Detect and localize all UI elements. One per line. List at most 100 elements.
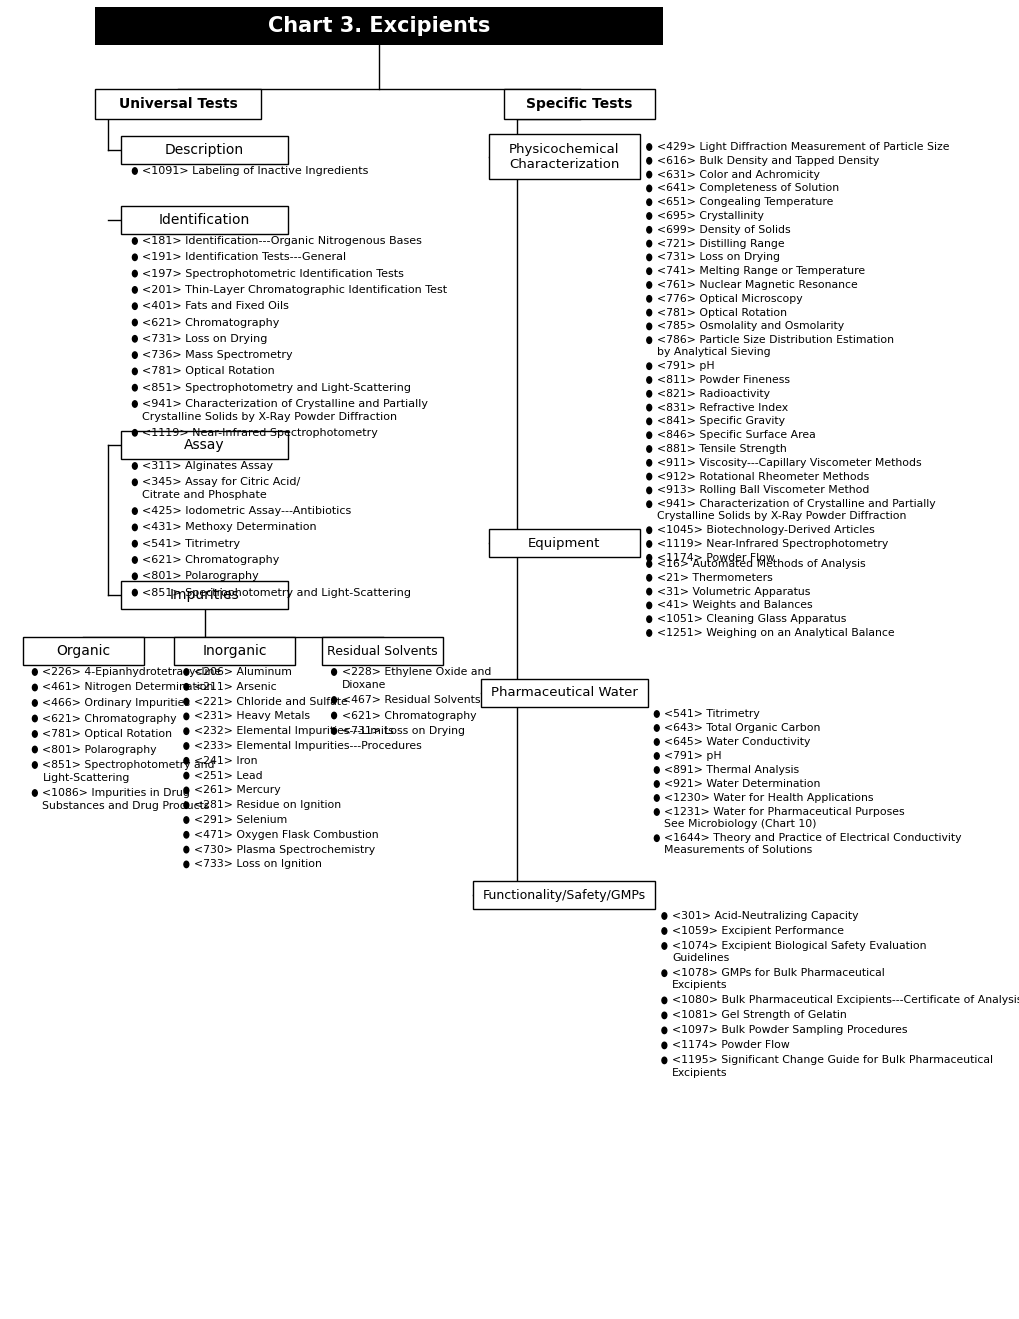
FancyBboxPatch shape — [22, 637, 144, 665]
Circle shape — [646, 390, 651, 397]
Circle shape — [661, 927, 666, 934]
Circle shape — [646, 541, 651, 547]
Circle shape — [654, 711, 658, 718]
Text: by Analytical Sieving: by Analytical Sieving — [656, 347, 769, 357]
Circle shape — [654, 835, 658, 842]
Circle shape — [33, 762, 38, 768]
Text: <912> Rotational Rheometer Methods: <912> Rotational Rheometer Methods — [656, 472, 868, 481]
Text: <621> Chromatography: <621> Chromatography — [143, 318, 279, 327]
Circle shape — [183, 683, 189, 690]
Circle shape — [132, 463, 138, 470]
Text: <1045> Biotechnology-Derived Articles: <1045> Biotechnology-Derived Articles — [656, 525, 873, 536]
Text: <695> Crystallinity: <695> Crystallinity — [656, 211, 763, 222]
Text: <1119> Near-Infrared Spectrophotometry: <1119> Near-Infrared Spectrophotometry — [656, 539, 888, 549]
Text: <221> Chloride and Sulfate: <221> Chloride and Sulfate — [194, 696, 347, 707]
Text: <1195> Significant Change Guide for Bulk Pharmaceutical: <1195> Significant Change Guide for Bulk… — [672, 1055, 991, 1066]
Text: <821> Radioactivity: <821> Radioactivity — [656, 389, 769, 398]
Text: <643> Total Organic Carbon: <643> Total Organic Carbon — [663, 723, 820, 733]
Text: <645> Water Conductivity: <645> Water Conductivity — [663, 737, 810, 747]
Text: <785> Osmolality and Osmolarity: <785> Osmolality and Osmolarity — [656, 322, 843, 331]
Text: <541> Titrimetry: <541> Titrimetry — [143, 538, 240, 549]
Text: <881> Tensile Strength: <881> Tensile Strength — [656, 445, 786, 454]
Circle shape — [661, 1058, 666, 1063]
Text: <228> Ethylene Oxide and: <228> Ethylene Oxide and — [341, 667, 490, 677]
Text: <791> pH: <791> pH — [656, 361, 713, 371]
Text: <41> Weights and Balances: <41> Weights and Balances — [656, 600, 811, 611]
Circle shape — [183, 669, 189, 675]
Text: <1078> GMPs for Bulk Pharmaceutical: <1078> GMPs for Bulk Pharmaceutical — [672, 968, 883, 979]
Text: <1086> Impurities in Drug: <1086> Impurities in Drug — [43, 787, 191, 798]
Text: <467> Residual Solvents: <467> Residual Solvents — [341, 695, 480, 704]
FancyBboxPatch shape — [322, 637, 442, 665]
Circle shape — [183, 714, 189, 720]
Text: <1174> Powder Flow: <1174> Powder Flow — [672, 1041, 789, 1050]
Text: Substances and Drug Products: Substances and Drug Products — [43, 801, 210, 810]
Text: <851> Spectrophotometry and: <851> Spectrophotometry and — [43, 760, 215, 770]
Text: <621> Chromatography: <621> Chromatography — [43, 714, 176, 724]
Circle shape — [183, 847, 189, 853]
Circle shape — [646, 310, 651, 315]
Text: <1119> Near-Infrared Spectrophotometry: <1119> Near-Infrared Spectrophotometry — [143, 427, 378, 438]
Circle shape — [654, 795, 658, 801]
Text: Chart 3. Excipients: Chart 3. Excipients — [267, 16, 489, 36]
Circle shape — [646, 629, 651, 636]
Circle shape — [646, 588, 651, 595]
Circle shape — [646, 199, 651, 206]
Circle shape — [331, 696, 336, 703]
Circle shape — [646, 212, 651, 219]
Text: <721> Distilling Range: <721> Distilling Range — [656, 239, 784, 248]
Circle shape — [646, 282, 651, 288]
Text: <21> Thermometers: <21> Thermometers — [656, 572, 771, 583]
Circle shape — [654, 753, 658, 760]
Text: Pharmaceutical Water: Pharmaceutical Water — [490, 686, 637, 699]
Text: Crystalline Solids by X-Ray Powder Diffraction: Crystalline Solids by X-Ray Powder Diffr… — [143, 412, 397, 422]
FancyBboxPatch shape — [481, 679, 647, 707]
Text: Functionality/Safety/GMPs: Functionality/Safety/GMPs — [482, 889, 645, 901]
Circle shape — [33, 700, 38, 706]
Circle shape — [33, 685, 38, 691]
Text: <941> Characterization of Crystalline and Partially: <941> Characterization of Crystalline an… — [143, 400, 428, 409]
Circle shape — [646, 603, 651, 608]
Text: <621> Chromatography: <621> Chromatography — [143, 555, 279, 565]
Circle shape — [132, 255, 138, 260]
Circle shape — [646, 528, 651, 533]
Circle shape — [646, 405, 651, 410]
Circle shape — [132, 303, 138, 310]
Text: Equipment: Equipment — [528, 537, 600, 550]
FancyBboxPatch shape — [488, 135, 640, 179]
Text: <781> Optical Rotation: <781> Optical Rotation — [143, 367, 275, 376]
Circle shape — [33, 747, 38, 753]
Circle shape — [646, 255, 651, 261]
Circle shape — [646, 268, 651, 274]
Text: <846> Specific Surface Area: <846> Specific Surface Area — [656, 430, 815, 441]
Text: <801> Polarography: <801> Polarography — [43, 744, 157, 754]
Circle shape — [132, 524, 138, 530]
Circle shape — [646, 561, 651, 567]
Text: <226> 4-Epianhydrotetracycline: <226> 4-Epianhydrotetracycline — [43, 667, 221, 677]
Circle shape — [132, 352, 138, 359]
Circle shape — [33, 731, 38, 737]
Circle shape — [646, 363, 651, 369]
Text: <31> Volumetric Apparatus: <31> Volumetric Apparatus — [656, 587, 809, 596]
Circle shape — [183, 728, 189, 735]
Text: <911> Viscosity---Capillary Viscometer Methods: <911> Viscosity---Capillary Viscometer M… — [656, 458, 920, 468]
FancyBboxPatch shape — [121, 431, 287, 459]
Text: <301> Acid-Neutralizing Capacity: <301> Acid-Neutralizing Capacity — [672, 911, 858, 921]
Circle shape — [132, 430, 138, 437]
Text: Identification: Identification — [159, 212, 250, 227]
Circle shape — [646, 418, 651, 425]
Text: <466> Ordinary Impurities: <466> Ordinary Impurities — [43, 698, 191, 708]
Circle shape — [183, 787, 189, 794]
Circle shape — [132, 385, 138, 390]
Circle shape — [132, 286, 138, 293]
Circle shape — [132, 590, 138, 596]
Text: <731> Loss on Drying: <731> Loss on Drying — [656, 252, 780, 262]
FancyBboxPatch shape — [121, 206, 287, 233]
Circle shape — [661, 1028, 666, 1034]
Text: Residual Solvents: Residual Solvents — [327, 645, 437, 657]
Circle shape — [183, 816, 189, 823]
Text: <232> Elemental Impurities---Limits: <232> Elemental Impurities---Limits — [194, 727, 393, 736]
Text: Organic: Organic — [56, 644, 110, 658]
Text: <913> Rolling Ball Viscometer Method: <913> Rolling Ball Viscometer Method — [656, 485, 868, 496]
Circle shape — [183, 698, 189, 704]
